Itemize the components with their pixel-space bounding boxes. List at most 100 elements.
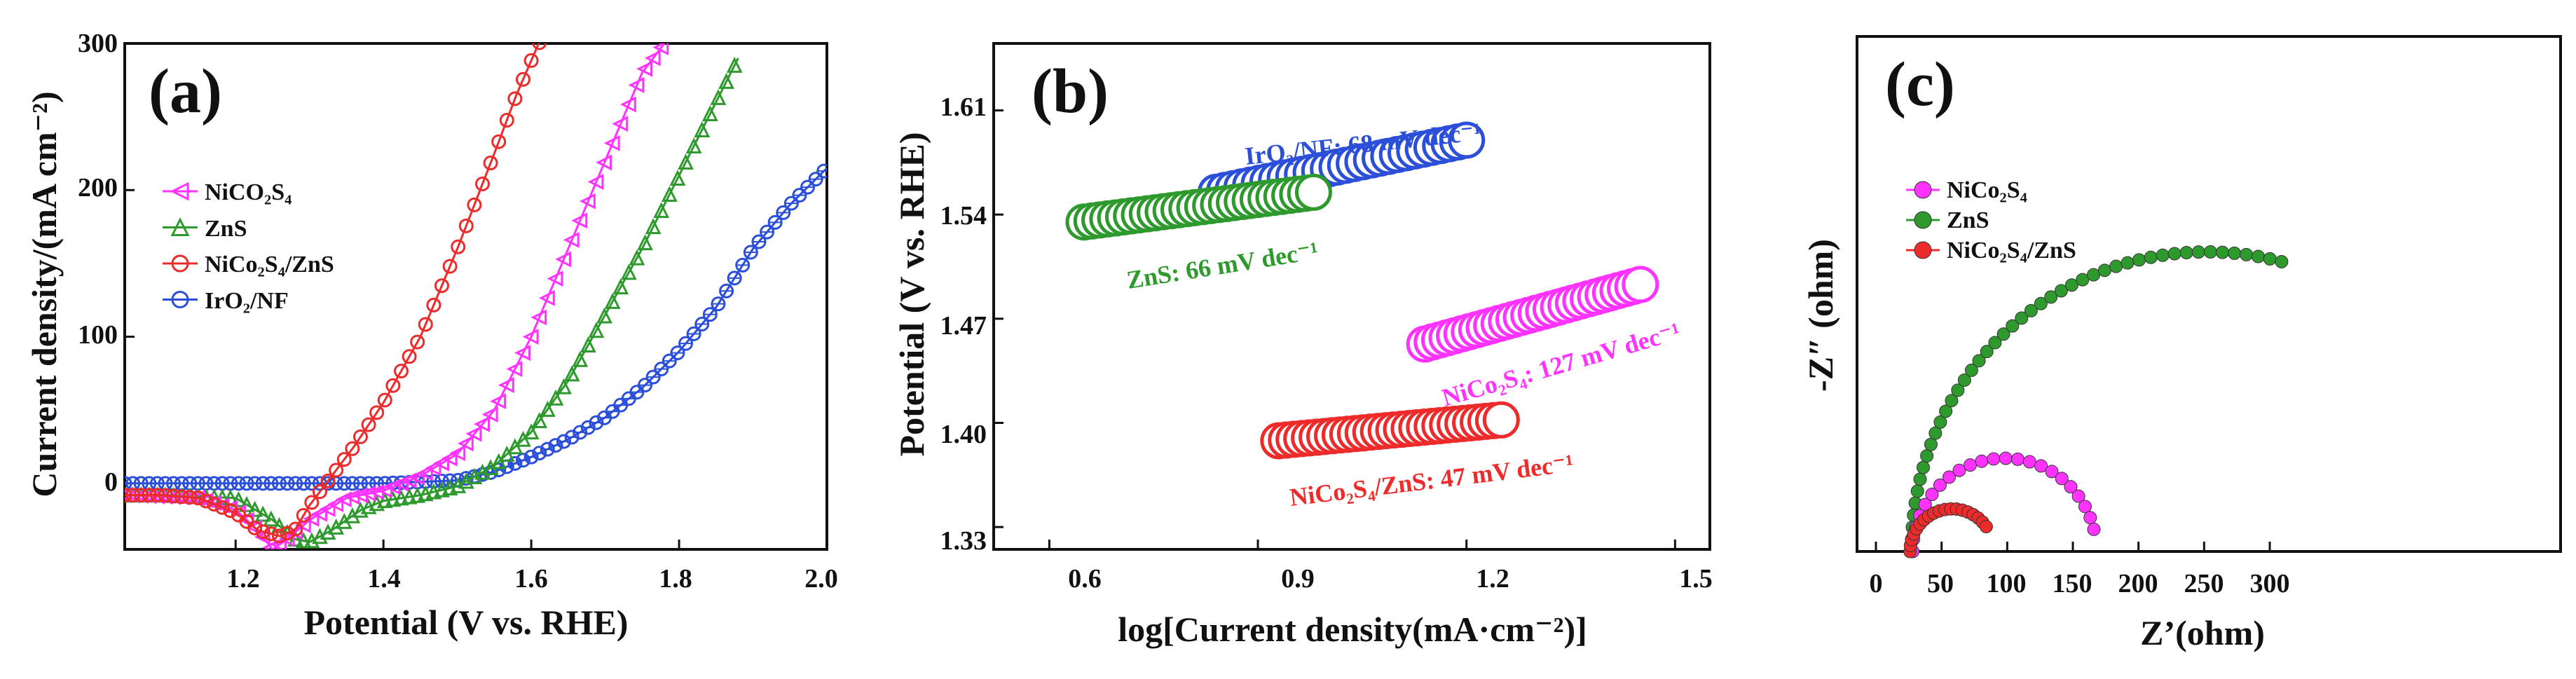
a-data-point bbox=[490, 393, 507, 410]
a-data-point bbox=[507, 455, 523, 471]
c-data-point bbox=[2071, 489, 2085, 503]
c-data-point bbox=[2263, 252, 2277, 266]
panel-c-frame bbox=[1856, 35, 2562, 553]
c-data-point bbox=[2044, 290, 2058, 304]
a-data-point bbox=[295, 532, 312, 549]
c-data-point bbox=[1910, 484, 1924, 498]
b-annotation-nico2s4-zns: NiCo₂S₄/ZnS: 47 mV dec⁻¹ bbox=[1288, 449, 1575, 512]
c-xtick: 100 bbox=[1987, 569, 2027, 598]
a-data-point bbox=[563, 232, 580, 248]
c-data-point bbox=[2045, 465, 2059, 479]
a-data-point bbox=[636, 60, 653, 77]
a-data-point bbox=[507, 438, 523, 455]
c-data-point bbox=[1952, 463, 1966, 477]
c-x-axis-label: Z’(ohm) bbox=[2140, 613, 2265, 652]
c-data-point bbox=[2191, 245, 2205, 259]
a-data-point bbox=[393, 364, 409, 379]
a-data-point bbox=[247, 520, 263, 535]
a-data-point bbox=[491, 134, 507, 149]
a-data-point bbox=[726, 57, 743, 73]
c-data-point bbox=[2179, 246, 2193, 260]
b-panel-label: (b) bbox=[1032, 57, 1109, 126]
a-data-point bbox=[418, 317, 433, 332]
a-data-point bbox=[174, 489, 189, 505]
a-xtick: 1.4 bbox=[367, 564, 401, 594]
a-xtick: 1.2 bbox=[226, 564, 260, 594]
a-xtick: 2.0 bbox=[804, 564, 838, 594]
c-data-point bbox=[1933, 415, 1947, 429]
a-data-point bbox=[530, 309, 547, 326]
a-data-point bbox=[483, 156, 498, 171]
c-data-point bbox=[1924, 437, 1938, 451]
a-data-point bbox=[402, 349, 417, 364]
a-data-point bbox=[588, 322, 605, 338]
a-data-point bbox=[385, 378, 401, 393]
a-data-point bbox=[434, 278, 449, 294]
a-data-point bbox=[670, 345, 685, 361]
c-data-point bbox=[1916, 460, 1930, 474]
c-data-point bbox=[2203, 245, 2217, 259]
a-series-3 bbox=[125, 163, 827, 491]
a-data-point bbox=[319, 501, 336, 517]
c-data-point bbox=[2006, 319, 2020, 333]
a-data-point bbox=[620, 263, 637, 280]
panel-b-frame bbox=[992, 42, 1711, 551]
a-data-point bbox=[603, 135, 620, 151]
a-data-point bbox=[587, 174, 604, 190]
a-data-point bbox=[701, 105, 718, 121]
a-data-point bbox=[410, 334, 425, 350]
c-data-point bbox=[2121, 256, 2135, 270]
c-series-0 bbox=[1905, 451, 2101, 558]
c-xtick: 50 bbox=[1927, 569, 1954, 598]
a-data-point bbox=[654, 362, 669, 377]
a-data-point bbox=[662, 353, 677, 369]
a-legend-marker bbox=[171, 254, 189, 273]
c-data-point bbox=[1928, 426, 1943, 440]
a-data-point bbox=[247, 500, 263, 517]
a-data-point bbox=[515, 430, 531, 447]
c-data-point bbox=[2034, 296, 2048, 310]
c-data-point bbox=[1996, 327, 2010, 341]
a-data-point bbox=[686, 326, 701, 341]
b-ytick: 1.54 bbox=[940, 201, 987, 231]
c-data-point bbox=[2064, 480, 2078, 494]
a-data-point bbox=[678, 153, 694, 170]
c-data-point bbox=[1964, 458, 1978, 472]
a-ytick: 100 bbox=[78, 320, 118, 350]
a-data-point bbox=[621, 391, 636, 406]
a-data-point bbox=[572, 350, 589, 367]
a-data-point bbox=[190, 491, 205, 506]
c-data-point bbox=[2015, 311, 2029, 325]
a-data-point bbox=[467, 197, 482, 212]
b-x-axis-label: log[Current density(mA·cm⁻²)] bbox=[1118, 610, 1587, 649]
a-data-point bbox=[198, 493, 214, 509]
a-data-point bbox=[441, 450, 458, 467]
a-legend-label: IrO₂/NF bbox=[205, 288, 289, 314]
c-data-point bbox=[1964, 363, 1978, 377]
a-data-point bbox=[596, 307, 612, 324]
c-data-point bbox=[1988, 336, 2002, 350]
a-legend-label: NiCO₂S₄ bbox=[205, 179, 292, 205]
a-data-point bbox=[498, 445, 515, 462]
a-data-point bbox=[612, 116, 629, 132]
a-data-point bbox=[207, 497, 222, 512]
a-data-point bbox=[547, 389, 564, 406]
a-data-point bbox=[743, 245, 758, 260]
panel-a-x-ticks: 1.2 1.4 1.6 1.8 2.0 bbox=[226, 564, 838, 594]
a-data-point bbox=[506, 361, 523, 378]
c-panel-label: (c) bbox=[1885, 50, 1955, 119]
panel-a-plot-area bbox=[125, 42, 828, 549]
b-xtick: 0.9 bbox=[1281, 564, 1315, 594]
a-panel-label: (a) bbox=[149, 57, 222, 126]
a-data-point bbox=[719, 283, 734, 299]
c-xtick: 150 bbox=[2053, 569, 2092, 598]
a-data-point bbox=[451, 239, 466, 254]
c-data-point bbox=[1979, 520, 1993, 534]
a-data-point bbox=[685, 137, 702, 153]
a-data-point bbox=[263, 526, 279, 542]
a-data-point bbox=[287, 530, 304, 547]
b-ytick: 1.61 bbox=[940, 92, 987, 122]
panel-a-y-ticks: 0 100 200 300 bbox=[78, 29, 118, 497]
panel-b-y-ticks: 1.33 1.40 1.47 1.54 1.61 bbox=[940, 92, 987, 556]
